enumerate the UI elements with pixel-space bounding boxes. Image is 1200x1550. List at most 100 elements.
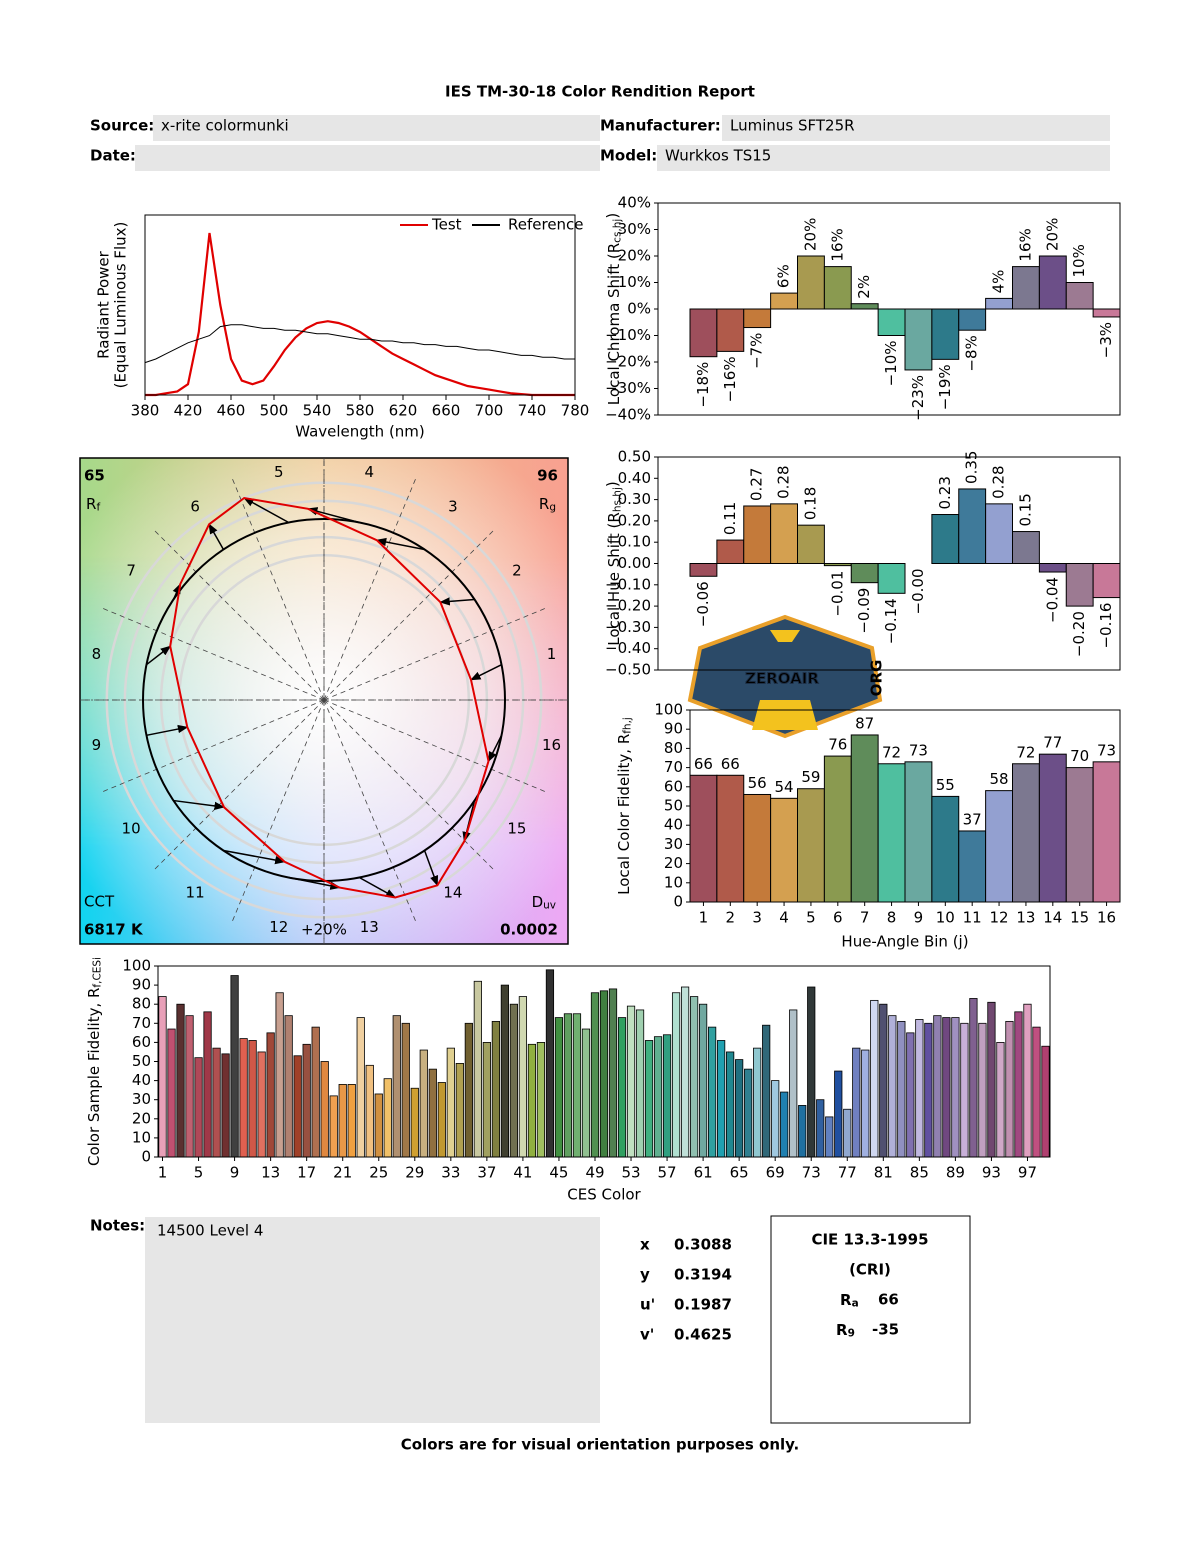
x-tick-label: 53	[621, 1164, 640, 1182]
y-tick-label: 30%	[618, 220, 651, 238]
x-tick-label: 13	[261, 1164, 280, 1182]
bin-label: 3	[448, 498, 458, 516]
bar	[958, 830, 987, 903]
bar	[987, 1001, 996, 1158]
y-tick-label: 100	[122, 957, 151, 975]
field-box	[135, 145, 600, 171]
y-axis-label-part: f,CESi	[92, 957, 104, 988]
value-label: −19%	[936, 364, 954, 410]
bar	[770, 503, 798, 564]
bar	[958, 308, 987, 331]
y-axis-label-part: fh,j	[622, 717, 634, 734]
bar	[311, 1026, 320, 1158]
y-axis-label-part: hs,hj	[612, 487, 624, 512]
rg-symbol: Rg	[539, 495, 556, 514]
coord-label: x	[640, 1236, 650, 1254]
value-label: −0.09	[855, 588, 873, 634]
bin-label: 4	[364, 463, 374, 481]
bar	[825, 1116, 834, 1158]
bar	[861, 1049, 870, 1158]
y-tick-label: 20	[132, 1109, 151, 1127]
y-tick-label: 70	[132, 1014, 151, 1032]
bar	[699, 1003, 708, 1158]
notes-label: Notes:	[90, 1217, 145, 1235]
bin-label: 9	[92, 736, 102, 754]
bar	[877, 763, 906, 903]
duv-value: 0.0002	[500, 921, 558, 939]
x-tick-label: 21	[333, 1164, 352, 1182]
spectrum-line	[144, 324, 575, 364]
y-tick-label: −0.50	[605, 661, 651, 679]
bar	[284, 1015, 293, 1158]
bar	[744, 1068, 753, 1158]
coord-label: u'	[640, 1296, 655, 1314]
value-label: 56	[748, 774, 767, 792]
bar	[753, 1047, 762, 1158]
bar	[374, 1093, 383, 1158]
x-tick-label: 500	[260, 402, 289, 420]
cri-subtitle: (CRI)	[849, 1261, 891, 1279]
duv-symbol: Duv	[532, 893, 556, 912]
y-axis-note: (Equal Luminous Flux)	[112, 222, 130, 389]
cct-value: 6817 K	[84, 921, 144, 939]
x-tick-label: 69	[766, 1164, 785, 1182]
ra-symbol-part: R	[840, 1291, 852, 1309]
y-axis-label: Local Hue Shift (Rhs,hj)	[603, 481, 624, 645]
bar	[689, 563, 718, 577]
bar	[1065, 563, 1094, 607]
coord-label: v'	[640, 1326, 654, 1344]
bar	[590, 992, 600, 1158]
y-tick-label: 0.20	[618, 511, 651, 529]
y-tick-label: 80	[132, 995, 151, 1013]
bin-label: 10	[122, 819, 141, 837]
x-tick-label: 57	[658, 1164, 677, 1182]
x-tick-label: 1	[699, 909, 709, 927]
value-label: 59	[801, 768, 820, 786]
value-label: −16%	[721, 356, 739, 402]
shift-arrow	[146, 645, 172, 666]
bar	[1012, 763, 1040, 903]
y-tick-label: 0	[141, 1148, 151, 1166]
value-label: 6%	[775, 264, 793, 288]
value-label: 16%	[1016, 228, 1034, 261]
bin-label: 5	[274, 463, 284, 481]
legend-label: Test	[431, 216, 462, 234]
x-tick-label: 37	[477, 1164, 496, 1182]
bar	[931, 514, 960, 565]
y-tick-label: 10	[132, 1128, 151, 1146]
bin-divider	[231, 699, 325, 922]
value-label: −8%	[963, 335, 981, 371]
x-tick-label: 5	[806, 909, 816, 927]
bin-label: 8	[92, 645, 102, 663]
footer-note: Colors are for visual orientation purpos…	[401, 1436, 800, 1454]
bin-divider	[323, 607, 546, 701]
x-tick-label: 780	[561, 402, 590, 420]
value-label: 37	[963, 810, 982, 828]
x-tick-label: 9	[230, 1164, 240, 1182]
bar	[877, 563, 906, 594]
x-axis-label: CES Color	[567, 1186, 641, 1204]
bar	[1092, 308, 1121, 318]
bar	[888, 1015, 897, 1158]
bin-label: 2	[512, 562, 522, 580]
y-tick-label: 60	[664, 777, 683, 795]
y-tick-label: 0.30	[618, 490, 651, 508]
bar	[1092, 761, 1121, 903]
bar	[797, 524, 825, 564]
bar	[599, 990, 609, 1158]
bar	[933, 1015, 942, 1158]
bar	[167, 1028, 176, 1158]
bar	[482, 1042, 491, 1158]
field-value: x-rite colormunki	[161, 117, 289, 135]
bar	[266, 1032, 275, 1158]
shift-arrow	[208, 523, 225, 550]
bin-label: 16	[542, 736, 561, 754]
x-tick-label: 10	[936, 909, 955, 927]
value-label: −7%	[748, 333, 766, 369]
bar	[870, 999, 879, 1158]
bin-label: 15	[507, 819, 526, 837]
y-tick-label: 0%	[627, 300, 651, 318]
x-tick-label: 4	[779, 909, 789, 927]
y-tick-label: 20	[664, 854, 683, 872]
